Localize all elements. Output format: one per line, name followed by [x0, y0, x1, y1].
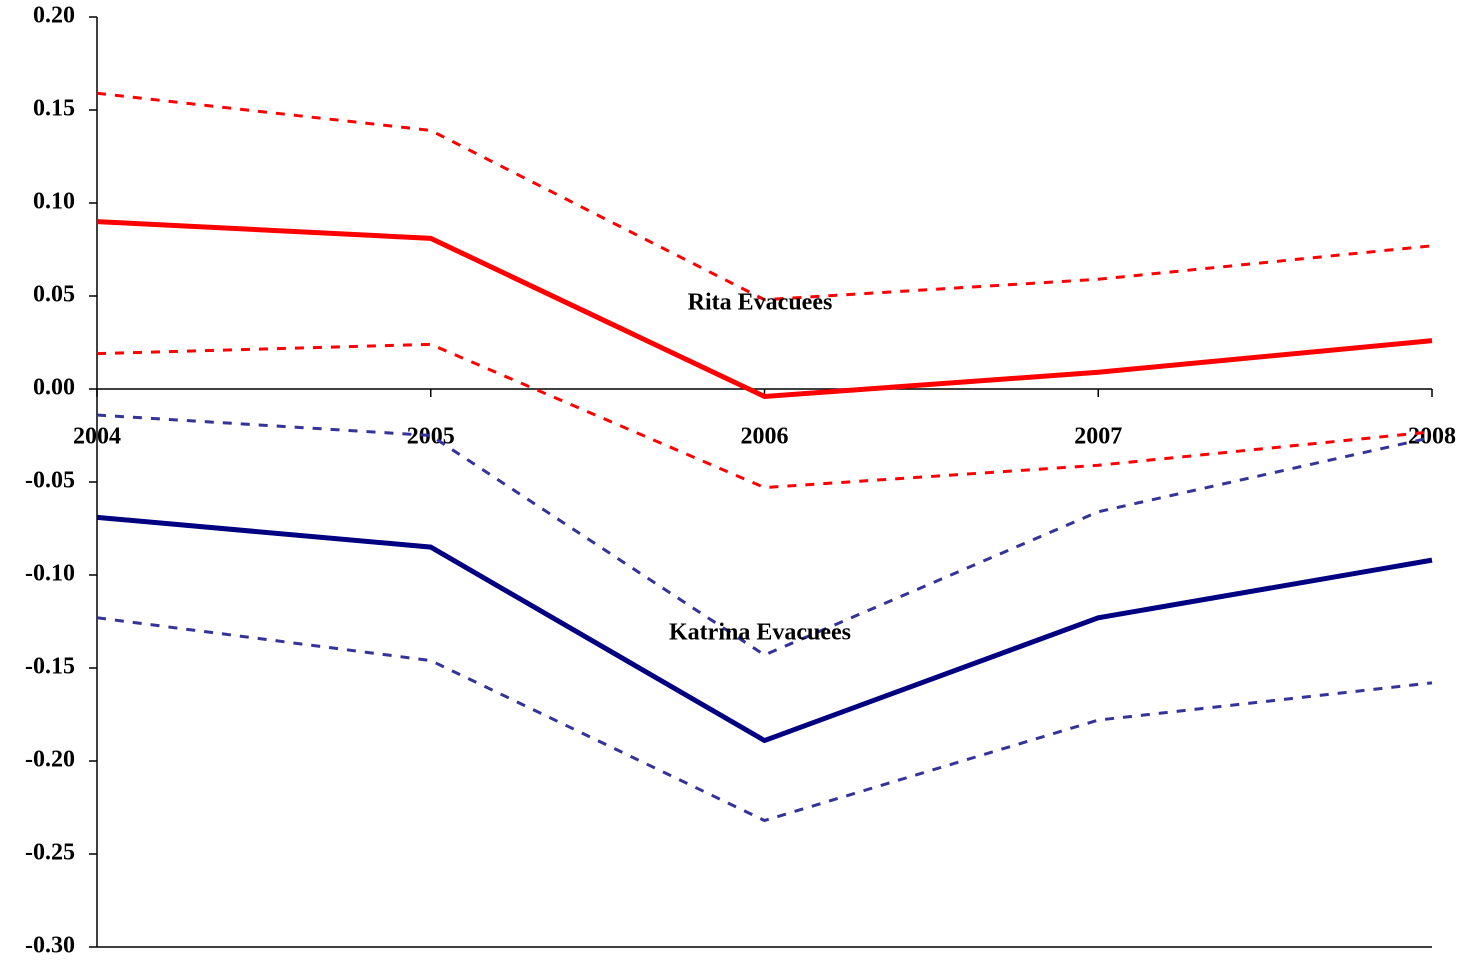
y-tick-label: -0.25	[25, 840, 75, 866]
y-tick-label: 0.00	[33, 375, 75, 401]
band-line	[96, 616, 1433, 823]
y-tick-label: 0.15	[33, 96, 75, 122]
x-tick-label: 2004	[73, 424, 121, 450]
estimate-line	[96, 514, 1433, 744]
y-tick-label: -0.10	[25, 561, 75, 587]
x-tick-label: 2007	[1074, 424, 1122, 450]
band-line	[96, 413, 1433, 657]
series-annotation: Katrina Evacuees	[669, 620, 851, 646]
series-annotation: Rita Evacuees	[688, 290, 833, 316]
y-tick-label: -0.20	[25, 747, 75, 773]
x-tick-label: 2005	[407, 424, 455, 450]
y-tick-label: -0.30	[25, 933, 75, 959]
estimate-line	[96, 219, 1433, 399]
x-tick-label: 2006	[741, 424, 789, 450]
y-tick-label: 0.10	[33, 189, 75, 215]
y-tick-label: -0.15	[25, 654, 75, 680]
x-tick-label: 2008	[1408, 424, 1456, 450]
y-tick-label: 0.05	[33, 282, 75, 308]
y-tick-label: 0.20	[33, 3, 75, 29]
y-tick-label: -0.05	[25, 468, 75, 494]
band-line	[96, 91, 1433, 302]
band-line	[96, 342, 1433, 490]
